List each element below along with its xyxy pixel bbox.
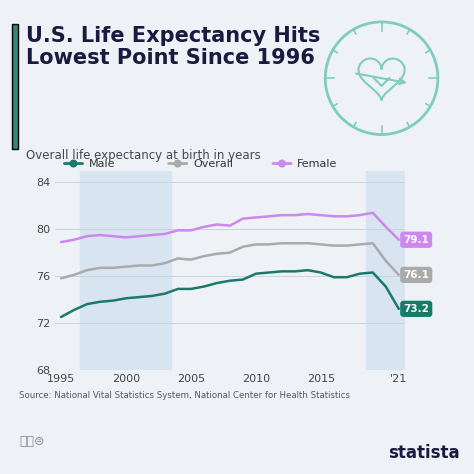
Text: Ⓒⓘ⊜: Ⓒⓘ⊜	[19, 435, 45, 448]
Text: 79.1: 79.1	[403, 235, 429, 245]
Bar	[366, 171, 405, 370]
Text: Male: Male	[89, 158, 115, 169]
Text: Source: National Vital Statistics System, National Center for Health Statistics: Source: National Vital Statistics System…	[19, 391, 350, 400]
Bar	[81, 171, 172, 370]
Text: U.S. Life Expectancy Hits
Lowest Point Since 1996: U.S. Life Expectancy Hits Lowest Point S…	[26, 26, 320, 68]
Text: statista: statista	[388, 444, 460, 462]
Text: 76.1: 76.1	[403, 270, 429, 280]
Text: Overall: Overall	[193, 158, 233, 169]
Text: 73.2: 73.2	[403, 304, 429, 314]
Text: Overall life expectancy at birth in years: Overall life expectancy at birth in year…	[26, 149, 261, 162]
Text: Female: Female	[297, 158, 337, 169]
